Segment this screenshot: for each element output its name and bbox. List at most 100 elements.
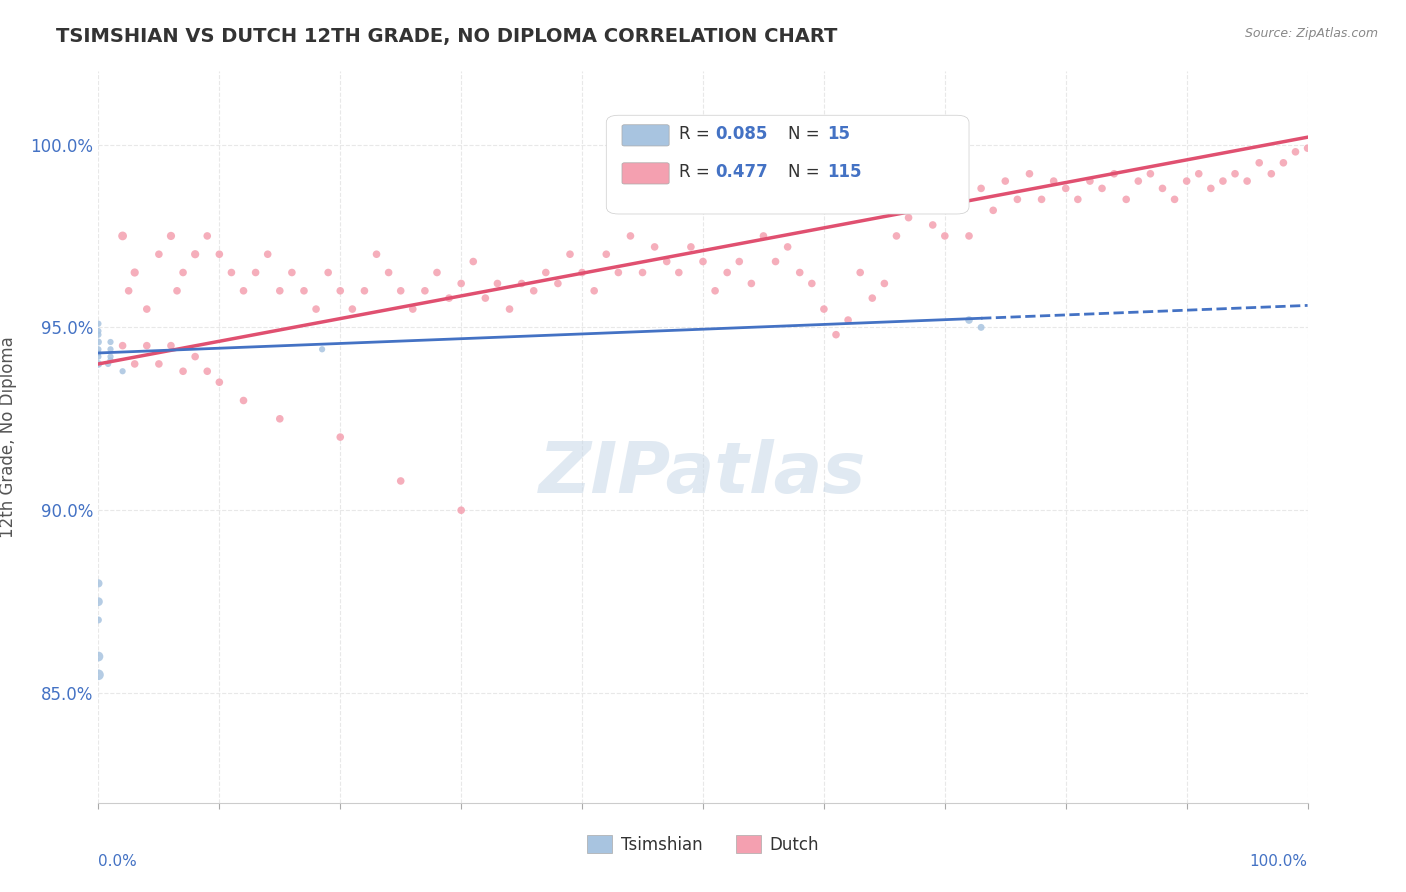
Point xyxy=(1031,193,1053,207)
Point xyxy=(595,247,617,261)
Point xyxy=(970,320,993,334)
Point xyxy=(789,265,811,279)
Point xyxy=(245,265,267,279)
Point xyxy=(1249,155,1271,169)
Point xyxy=(353,284,375,298)
Text: R =: R = xyxy=(679,125,714,143)
Point xyxy=(1007,193,1029,207)
Point xyxy=(1188,167,1211,181)
Point xyxy=(311,343,333,357)
Point xyxy=(957,313,980,327)
Point xyxy=(558,247,581,261)
Point xyxy=(292,284,315,298)
Point xyxy=(752,228,775,243)
Point xyxy=(1054,181,1077,195)
Text: 115: 115 xyxy=(828,163,862,181)
Point xyxy=(1175,174,1198,188)
Point xyxy=(800,277,823,291)
Point xyxy=(342,301,364,317)
Legend: Tsimshian, Dutch: Tsimshian, Dutch xyxy=(581,829,825,860)
Point xyxy=(994,174,1017,188)
Point xyxy=(124,265,146,279)
Point xyxy=(87,649,110,664)
Point xyxy=(668,265,690,279)
Point xyxy=(148,247,170,261)
Point xyxy=(1296,141,1319,155)
Point xyxy=(87,343,110,357)
Point xyxy=(1272,155,1295,169)
Point xyxy=(172,364,194,378)
Point xyxy=(221,265,243,279)
Point xyxy=(329,284,352,298)
Point xyxy=(97,357,120,371)
Point xyxy=(1102,167,1125,181)
Point xyxy=(860,291,883,305)
Point xyxy=(135,339,157,353)
Point xyxy=(1236,174,1258,188)
Text: Source: ZipAtlas.com: Source: ZipAtlas.com xyxy=(1244,27,1378,40)
Point xyxy=(716,265,738,279)
Point xyxy=(402,301,425,317)
Point xyxy=(269,284,291,298)
Point xyxy=(1128,174,1150,188)
Point xyxy=(184,247,207,261)
Y-axis label: 12th Grade, No Diploma: 12th Grade, No Diploma xyxy=(0,336,17,538)
Point xyxy=(124,357,146,371)
Point xyxy=(100,350,122,364)
Point xyxy=(957,228,980,243)
Point xyxy=(463,254,485,268)
Point xyxy=(87,334,110,349)
Point xyxy=(619,228,641,243)
FancyBboxPatch shape xyxy=(621,162,669,184)
Point xyxy=(305,301,328,317)
Point xyxy=(172,265,194,279)
Text: R =: R = xyxy=(679,163,714,181)
Point xyxy=(87,357,110,371)
Point xyxy=(813,301,835,317)
Point xyxy=(232,393,254,408)
Point xyxy=(281,265,304,279)
Text: 0.0%: 0.0% xyxy=(98,854,138,869)
Point xyxy=(981,203,1004,218)
Point xyxy=(1067,193,1090,207)
Point xyxy=(111,339,134,353)
Point xyxy=(644,240,666,254)
Text: 15: 15 xyxy=(828,125,851,143)
Point xyxy=(1163,193,1185,207)
Point xyxy=(366,247,388,261)
Point xyxy=(740,277,762,291)
Point xyxy=(87,667,110,681)
Point xyxy=(1152,181,1174,195)
Text: N =: N = xyxy=(787,163,824,181)
Point xyxy=(329,430,352,444)
Point xyxy=(631,265,654,279)
Point xyxy=(765,254,787,268)
Text: TSIMSHIAN VS DUTCH 12TH GRADE, NO DIPLOMA CORRELATION CHART: TSIMSHIAN VS DUTCH 12TH GRADE, NO DIPLOM… xyxy=(56,27,838,45)
Point xyxy=(679,240,702,254)
Point xyxy=(316,265,339,279)
Point xyxy=(450,503,472,517)
Point xyxy=(118,284,141,298)
Point xyxy=(1284,145,1306,159)
Point xyxy=(934,228,956,243)
Point xyxy=(486,277,509,291)
Point xyxy=(523,284,546,298)
Point xyxy=(87,576,110,591)
Point xyxy=(873,277,896,291)
Point xyxy=(389,284,412,298)
Point xyxy=(655,254,678,268)
Point xyxy=(87,317,110,331)
Point xyxy=(849,265,872,279)
Point xyxy=(184,350,207,364)
Point xyxy=(232,284,254,298)
Point xyxy=(825,327,848,342)
Point xyxy=(100,334,122,349)
Point xyxy=(87,346,110,360)
Point xyxy=(534,265,557,279)
Point xyxy=(437,291,460,305)
FancyBboxPatch shape xyxy=(621,125,669,146)
Point xyxy=(1042,174,1064,188)
FancyBboxPatch shape xyxy=(606,115,969,214)
Point xyxy=(195,228,218,243)
Point xyxy=(1212,174,1234,188)
